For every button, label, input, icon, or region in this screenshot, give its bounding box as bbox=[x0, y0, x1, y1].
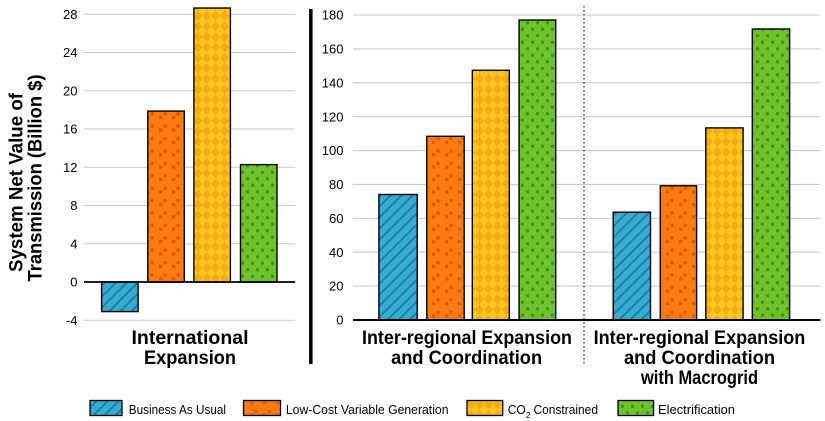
svg-text:20: 20 bbox=[329, 279, 343, 294]
svg-text:Constrained: Constrained bbox=[534, 402, 599, 417]
svg-text:24: 24 bbox=[63, 45, 77, 60]
svg-text:0: 0 bbox=[336, 313, 343, 328]
svg-text:40: 40 bbox=[329, 245, 343, 260]
svg-text:120: 120 bbox=[322, 109, 344, 124]
svg-text:12: 12 bbox=[63, 160, 77, 175]
svg-text:0: 0 bbox=[70, 275, 77, 290]
svg-text:International: International bbox=[132, 328, 249, 349]
svg-text:Transmission (Billion $): Transmission (Billion $) bbox=[26, 75, 47, 282]
svg-text:4: 4 bbox=[70, 236, 77, 251]
svg-text:28: 28 bbox=[63, 7, 77, 22]
svg-text:100: 100 bbox=[322, 143, 344, 158]
svg-text:and Coordination: and Coordination bbox=[624, 348, 775, 369]
svg-text:160: 160 bbox=[322, 41, 344, 56]
svg-text:Inter-regional Expansion: Inter-regional Expansion bbox=[594, 328, 806, 349]
svg-text:140: 140 bbox=[322, 75, 344, 90]
svg-text:8: 8 bbox=[70, 198, 77, 213]
svg-text:80: 80 bbox=[329, 177, 343, 192]
svg-text:System Net Value of: System Net Value of bbox=[7, 92, 28, 272]
svg-text:Inter-regional Expansion: Inter-regional Expansion bbox=[362, 328, 572, 349]
svg-text:Expansion: Expansion bbox=[144, 348, 236, 369]
svg-text:16: 16 bbox=[63, 122, 77, 137]
svg-text:Low-Cost Variable Generation: Low-Cost Variable Generation bbox=[286, 402, 449, 417]
svg-text:Business As Usual: Business As Usual bbox=[129, 402, 226, 417]
svg-text:2: 2 bbox=[526, 410, 531, 420]
svg-text:20: 20 bbox=[63, 83, 77, 98]
svg-text:CO: CO bbox=[508, 402, 526, 417]
svg-text:180: 180 bbox=[322, 8, 344, 23]
svg-text:with Macrogrid: with Macrogrid bbox=[640, 368, 758, 389]
svg-text:and Coordination: and Coordination bbox=[391, 348, 542, 369]
svg-text:Electrification: Electrification bbox=[658, 402, 735, 417]
svg-text:-4: -4 bbox=[66, 313, 78, 328]
svg-text:60: 60 bbox=[329, 211, 343, 226]
